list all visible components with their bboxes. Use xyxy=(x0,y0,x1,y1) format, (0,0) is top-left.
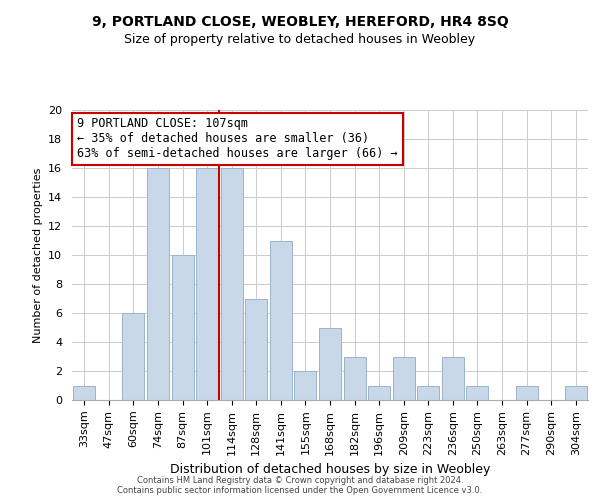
Text: Size of property relative to detached houses in Weobley: Size of property relative to detached ho… xyxy=(124,32,476,46)
Bar xyxy=(221,168,243,400)
Bar xyxy=(147,168,169,400)
Bar xyxy=(417,386,439,400)
Bar xyxy=(344,356,365,400)
Bar xyxy=(122,313,145,400)
Bar xyxy=(245,298,268,400)
Bar xyxy=(196,168,218,400)
Bar xyxy=(73,386,95,400)
Text: 9, PORTLAND CLOSE, WEOBLEY, HEREFORD, HR4 8SQ: 9, PORTLAND CLOSE, WEOBLEY, HEREFORD, HR… xyxy=(92,15,508,29)
X-axis label: Distribution of detached houses by size in Weobley: Distribution of detached houses by size … xyxy=(170,463,490,476)
Text: Contains HM Land Registry data © Crown copyright and database right 2024.
Contai: Contains HM Land Registry data © Crown c… xyxy=(118,476,482,495)
Bar xyxy=(319,328,341,400)
Bar xyxy=(270,240,292,400)
Text: 9 PORTLAND CLOSE: 107sqm
← 35% of detached houses are smaller (36)
63% of semi-d: 9 PORTLAND CLOSE: 107sqm ← 35% of detach… xyxy=(77,117,398,160)
Bar xyxy=(466,386,488,400)
Bar xyxy=(392,356,415,400)
Y-axis label: Number of detached properties: Number of detached properties xyxy=(32,168,43,342)
Bar xyxy=(565,386,587,400)
Bar xyxy=(295,371,316,400)
Bar xyxy=(515,386,538,400)
Bar xyxy=(368,386,390,400)
Bar xyxy=(442,356,464,400)
Bar xyxy=(172,255,194,400)
